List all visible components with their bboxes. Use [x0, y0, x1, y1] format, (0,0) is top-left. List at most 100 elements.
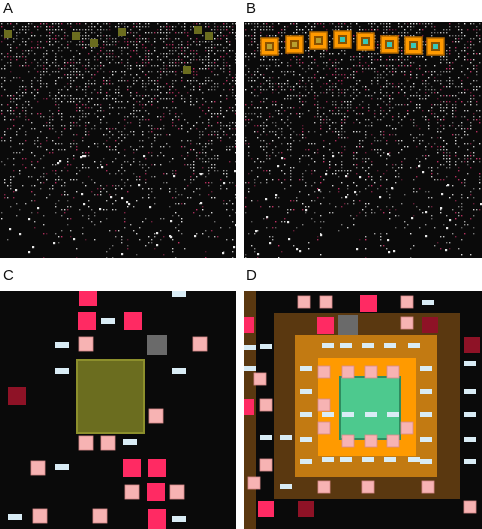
dot — [79, 59, 81, 61]
dot — [148, 41, 150, 43]
dot — [428, 77, 430, 79]
dot — [97, 143, 99, 145]
dot — [115, 146, 117, 148]
dot — [4, 179, 6, 181]
dot — [395, 104, 397, 106]
dot — [476, 71, 478, 73]
dot — [70, 95, 72, 97]
dot — [196, 59, 198, 61]
dot — [7, 128, 9, 130]
dot — [160, 77, 162, 79]
dot — [100, 164, 102, 166]
dot — [76, 179, 78, 181]
dot — [118, 26, 120, 28]
dot — [235, 80, 236, 82]
dot — [395, 176, 397, 178]
dot — [245, 56, 247, 58]
dot — [10, 146, 12, 148]
dot — [287, 116, 289, 118]
dot — [223, 173, 225, 175]
dot — [431, 215, 433, 217]
dot — [257, 23, 259, 25]
dot — [91, 191, 93, 193]
dot — [82, 29, 84, 31]
dot — [106, 95, 108, 97]
dot — [190, 143, 192, 145]
dot — [398, 23, 400, 25]
dot — [311, 158, 313, 160]
dot — [46, 233, 48, 235]
dot — [55, 98, 57, 100]
dot — [320, 176, 322, 178]
dot — [184, 164, 186, 166]
dot — [326, 119, 328, 121]
dot — [181, 146, 183, 148]
dot — [344, 131, 346, 133]
bright-dot — [288, 238, 291, 241]
dot — [178, 119, 180, 121]
dot — [106, 164, 108, 166]
dot — [401, 104, 403, 106]
dot — [106, 23, 108, 25]
dot — [4, 68, 6, 70]
dot — [314, 122, 316, 124]
dot — [431, 197, 433, 199]
bright-dot — [28, 218, 31, 221]
dot — [422, 29, 424, 31]
dot — [217, 137, 219, 139]
dot — [284, 74, 286, 76]
dot — [190, 95, 192, 97]
dot — [136, 101, 138, 103]
bright-dot — [37, 207, 40, 210]
dot — [55, 56, 57, 58]
bright-dot — [156, 232, 159, 235]
dot — [190, 101, 192, 103]
dot — [443, 236, 445, 238]
dot — [208, 122, 210, 124]
dot — [416, 206, 418, 208]
dot — [76, 44, 78, 46]
dot — [112, 41, 114, 43]
dot — [76, 146, 78, 148]
dot — [64, 95, 66, 97]
dot — [169, 59, 171, 61]
dot — [100, 188, 102, 190]
dot — [40, 80, 42, 82]
dot — [91, 128, 93, 130]
dot — [461, 254, 463, 256]
dot — [413, 119, 415, 121]
dot — [22, 38, 24, 40]
dot — [130, 29, 132, 31]
dot — [154, 47, 156, 49]
dot — [461, 194, 463, 196]
dot — [157, 77, 159, 79]
dot — [341, 104, 343, 106]
dot — [278, 206, 280, 208]
dot — [220, 50, 222, 52]
dot — [196, 23, 198, 25]
dot — [323, 146, 325, 148]
dot — [127, 206, 129, 208]
dot — [317, 239, 319, 241]
dot — [437, 92, 439, 94]
dot — [470, 152, 472, 154]
dot — [479, 53, 481, 55]
dot — [338, 92, 340, 94]
dot — [151, 131, 153, 133]
dot — [398, 173, 400, 175]
dot — [425, 41, 427, 43]
dot — [338, 62, 340, 64]
dot — [386, 59, 388, 61]
pink-tile — [124, 484, 140, 500]
dot — [344, 107, 346, 109]
dot — [16, 35, 18, 37]
dot — [43, 65, 45, 67]
dot — [130, 113, 132, 115]
dot — [374, 140, 376, 142]
dot — [103, 44, 105, 46]
dot — [344, 50, 346, 52]
dot — [10, 50, 12, 52]
dot — [172, 71, 174, 73]
dot — [254, 107, 256, 109]
dot — [290, 71, 292, 73]
